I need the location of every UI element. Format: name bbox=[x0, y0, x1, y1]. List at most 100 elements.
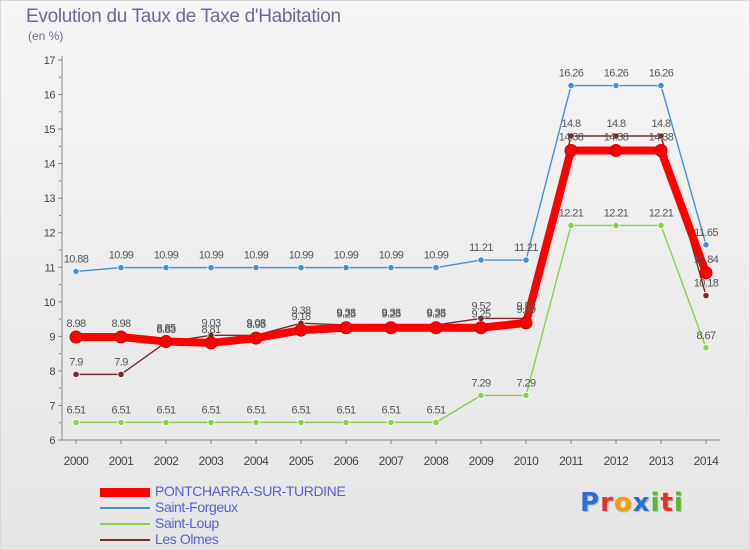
data-label: 7.29 bbox=[516, 377, 535, 389]
data-label: 8.95 bbox=[246, 319, 265, 331]
data-point bbox=[207, 418, 215, 426]
data-point bbox=[114, 330, 128, 344]
legend-label: Les Olmes bbox=[155, 531, 219, 547]
data-label: 10.99 bbox=[289, 250, 314, 262]
data-label: 10.99 bbox=[379, 250, 404, 262]
data-point bbox=[657, 221, 665, 230]
x-tick-label: 2004 bbox=[244, 454, 270, 468]
legend-label: Saint-Forgeux bbox=[155, 499, 238, 515]
proxiti-logo: Proxiti bbox=[580, 488, 684, 518]
data-point bbox=[474, 321, 488, 335]
data-point bbox=[117, 370, 125, 378]
data-label: 14.38 bbox=[649, 132, 674, 144]
x-tick-label: 2001 bbox=[109, 454, 135, 468]
y-tick-label: 15 bbox=[44, 124, 56, 136]
data-point bbox=[702, 241, 710, 249]
data-label: 8.67 bbox=[696, 330, 715, 342]
data-label: 9.52 bbox=[516, 300, 535, 312]
data-label: 6.51 bbox=[201, 404, 220, 416]
data-point bbox=[207, 264, 215, 272]
data-point bbox=[654, 144, 668, 158]
logo-letter: i bbox=[650, 488, 661, 518]
data-label: 9.25 bbox=[426, 309, 445, 321]
x-tick-label: 2008 bbox=[424, 454, 450, 468]
data-label: 7.9 bbox=[69, 356, 83, 368]
data-point bbox=[297, 264, 305, 272]
legend-swatch bbox=[100, 507, 150, 509]
data-point bbox=[699, 266, 713, 280]
data-label: 8.85 bbox=[156, 323, 175, 335]
data-point bbox=[567, 221, 575, 230]
logo-letter: P bbox=[580, 488, 601, 518]
data-point bbox=[384, 321, 398, 335]
data-point bbox=[387, 418, 395, 426]
data-label: 16.26 bbox=[604, 68, 629, 80]
x-tick-label: 2009 bbox=[469, 454, 495, 468]
data-label: 9.52 bbox=[471, 300, 490, 312]
data-point bbox=[252, 264, 260, 272]
series-line-saint-forgeux bbox=[75, 84, 707, 273]
y-tick-label: 17 bbox=[44, 55, 56, 67]
data-label: 8.83 bbox=[156, 324, 175, 336]
logo-letter: r bbox=[600, 488, 614, 518]
data-label: 10.99 bbox=[109, 250, 134, 262]
data-label: 9.03 bbox=[246, 317, 265, 329]
x-tick-label: 2014 bbox=[694, 454, 720, 468]
data-label: 11.21 bbox=[514, 242, 538, 254]
data-point bbox=[72, 370, 80, 378]
data-point bbox=[519, 316, 533, 330]
data-label: 6.51 bbox=[66, 404, 85, 416]
data-label: 14.38 bbox=[559, 132, 584, 144]
data-point bbox=[117, 264, 125, 272]
data-point bbox=[702, 344, 710, 352]
x-tick-label: 2012 bbox=[604, 454, 630, 468]
data-label: 12.21 bbox=[649, 207, 674, 219]
data-label: 10.99 bbox=[244, 250, 269, 262]
data-point bbox=[387, 264, 395, 272]
data-label: 16.26 bbox=[649, 68, 674, 80]
data-label: 6.51 bbox=[111, 404, 130, 416]
logo-letter: x bbox=[632, 488, 651, 518]
data-label: 8.81 bbox=[201, 324, 220, 336]
data-point bbox=[612, 221, 620, 230]
data-label: 6.51 bbox=[291, 404, 310, 416]
data-label: 10.99 bbox=[154, 250, 179, 262]
legend-swatch bbox=[100, 539, 150, 541]
data-label: 7.29 bbox=[471, 377, 490, 389]
logo-letter: i bbox=[673, 488, 684, 518]
data-point bbox=[477, 256, 485, 264]
data-point bbox=[162, 418, 170, 426]
x-tick-label: 2006 bbox=[334, 454, 360, 468]
y-tick-label: 8 bbox=[49, 366, 55, 378]
x-tick-label: 2007 bbox=[379, 454, 405, 468]
data-label: 9.33 bbox=[336, 307, 355, 319]
data-label: 9.38 bbox=[291, 305, 310, 317]
data-point bbox=[477, 391, 485, 400]
data-point bbox=[69, 330, 83, 344]
data-point bbox=[432, 418, 440, 426]
legend-label: Saint-Loup bbox=[155, 515, 219, 531]
data-label: 6.51 bbox=[381, 404, 400, 416]
y-tick-label: 11 bbox=[45, 262, 56, 274]
data-point bbox=[297, 418, 305, 426]
y-tick-label: 12 bbox=[44, 228, 56, 240]
logo-letter: t bbox=[660, 488, 674, 518]
data-point bbox=[117, 418, 125, 426]
x-tick-label: 2011 bbox=[559, 454, 584, 468]
data-point bbox=[249, 331, 263, 345]
chart-subtitle: (en %) bbox=[28, 29, 64, 43]
data-label: 7.9 bbox=[114, 356, 128, 368]
legend-swatch bbox=[100, 487, 150, 497]
y-tick-label: 10 bbox=[44, 297, 56, 309]
data-point bbox=[657, 132, 665, 140]
data-point bbox=[342, 264, 350, 272]
data-label: 8.98 bbox=[111, 318, 130, 330]
data-label: 14.8 bbox=[651, 118, 670, 130]
data-label: 16.26 bbox=[559, 68, 584, 80]
data-label: 10.99 bbox=[424, 250, 449, 262]
y-tick-label: 14 bbox=[44, 159, 56, 171]
legend-swatch bbox=[100, 523, 150, 525]
data-label: 14.38 bbox=[604, 132, 629, 144]
